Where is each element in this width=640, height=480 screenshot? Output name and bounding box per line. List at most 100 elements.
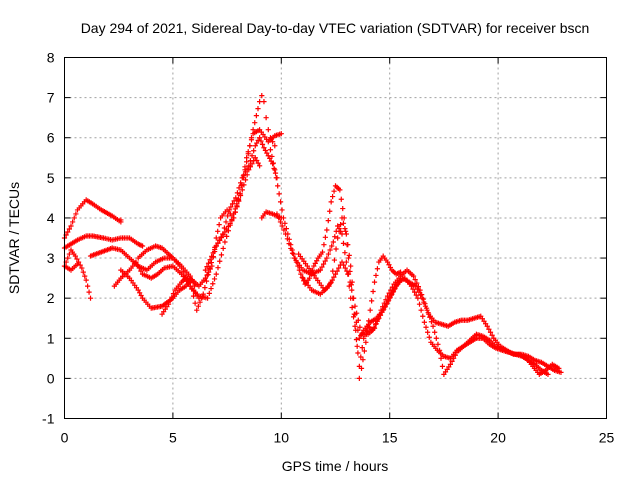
data-point xyxy=(248,137,255,143)
data-point xyxy=(373,272,379,279)
data-point xyxy=(85,283,91,289)
data-point xyxy=(346,283,352,289)
data-point xyxy=(251,148,257,154)
data-point xyxy=(265,127,271,133)
data-point xyxy=(259,141,266,148)
data-point xyxy=(272,167,278,173)
data-point xyxy=(290,251,297,257)
data-point xyxy=(345,242,351,248)
data-point xyxy=(66,251,72,257)
data-point xyxy=(229,218,235,224)
data-point xyxy=(314,258,320,264)
data-point xyxy=(370,288,376,295)
data-point xyxy=(331,274,337,280)
data-point xyxy=(244,172,250,178)
data-point xyxy=(272,170,279,176)
data-point xyxy=(281,227,287,233)
data-point xyxy=(257,163,263,169)
data-point xyxy=(328,199,334,205)
data-point xyxy=(329,277,335,283)
data-point xyxy=(329,243,335,249)
series-track-4 xyxy=(61,261,81,273)
data-point xyxy=(276,215,282,221)
y-tick-label: 8 xyxy=(47,50,55,66)
axis-ticks: 0 5 10 15 20 25 -1 0 1 2 3 4 5 6 7 8 xyxy=(42,50,614,446)
y-tick-label: -1 xyxy=(42,411,55,427)
data-point xyxy=(425,329,431,335)
data-point xyxy=(200,291,206,297)
x-tick-label: 15 xyxy=(382,430,398,446)
data-point xyxy=(216,222,222,228)
data-point xyxy=(387,264,394,271)
data-point xyxy=(215,240,221,246)
data-point xyxy=(359,345,365,351)
data-point xyxy=(347,279,353,285)
data-point xyxy=(209,253,215,259)
data-point xyxy=(306,275,313,281)
data-point xyxy=(199,295,205,301)
data-point xyxy=(283,231,289,237)
data-point xyxy=(236,198,242,204)
data-point xyxy=(274,211,280,217)
data-point xyxy=(343,231,349,237)
data-point xyxy=(486,326,492,332)
data-point xyxy=(252,143,258,149)
data-point xyxy=(65,229,71,235)
data-point xyxy=(435,341,441,347)
data-point xyxy=(349,287,355,293)
x-tick-label: 0 xyxy=(61,430,69,446)
data-point xyxy=(349,304,355,311)
data-point xyxy=(270,161,276,167)
data-point xyxy=(79,265,85,271)
data-point xyxy=(356,375,362,381)
data-point xyxy=(261,99,267,105)
data-point xyxy=(211,276,218,282)
data-point xyxy=(205,272,211,278)
data-point xyxy=(345,255,352,261)
data-point xyxy=(232,209,238,215)
data-point xyxy=(433,335,439,341)
data-point xyxy=(65,255,71,261)
data-point xyxy=(339,259,345,265)
data-point xyxy=(270,160,276,166)
data-point xyxy=(416,301,423,307)
data-point xyxy=(319,249,326,255)
data-point xyxy=(253,113,259,119)
data-point xyxy=(82,273,88,279)
data-point xyxy=(337,187,343,193)
data-point xyxy=(118,217,124,223)
data-point xyxy=(340,240,347,246)
data-point xyxy=(449,358,455,364)
series-track-3 xyxy=(61,247,94,301)
data-point xyxy=(383,297,389,303)
data-point xyxy=(218,252,225,258)
data-point xyxy=(139,243,146,249)
data-point xyxy=(447,361,454,367)
data-point xyxy=(228,204,234,210)
data-point xyxy=(319,264,325,270)
data-point xyxy=(321,242,327,248)
data-point xyxy=(332,271,339,277)
data-point xyxy=(354,343,360,349)
data-point xyxy=(246,167,252,173)
data-point xyxy=(264,150,270,156)
data-point xyxy=(261,145,267,151)
data-point xyxy=(413,292,419,298)
data-point xyxy=(348,263,354,269)
data-point xyxy=(192,300,198,306)
data-point xyxy=(223,219,229,225)
data-point xyxy=(324,227,330,233)
data-point xyxy=(170,291,177,297)
data-point xyxy=(87,295,94,301)
data-point xyxy=(381,300,387,306)
data-point xyxy=(213,271,219,277)
data-point xyxy=(331,257,338,263)
data-point xyxy=(386,290,392,296)
data-point xyxy=(71,215,77,221)
data-point xyxy=(284,236,290,242)
data-point xyxy=(224,226,230,232)
data-point xyxy=(334,268,340,274)
data-point xyxy=(312,260,318,267)
data-point xyxy=(229,201,236,207)
data-point xyxy=(195,303,201,309)
